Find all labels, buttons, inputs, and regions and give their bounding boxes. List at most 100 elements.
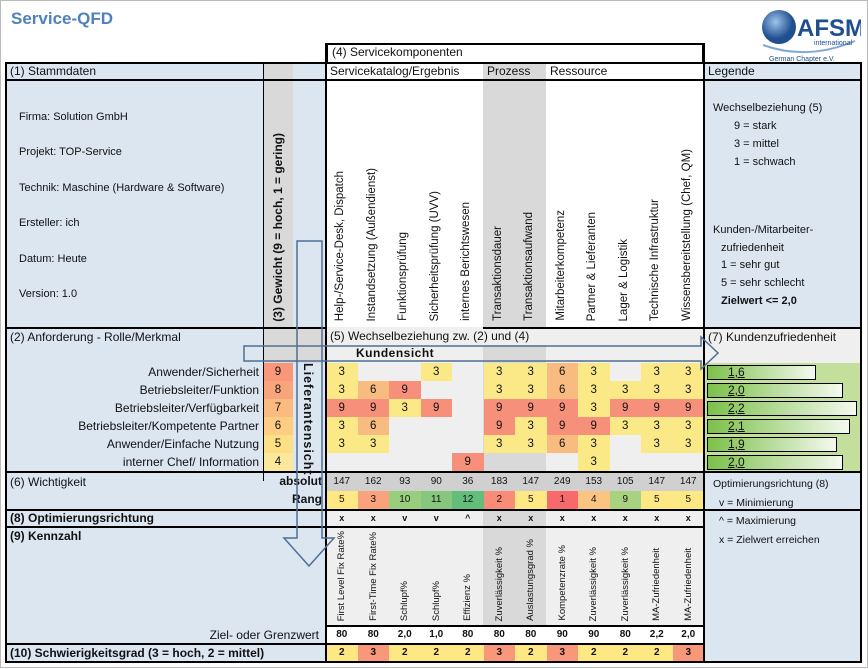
relationship-cell[interactable]: 3 bbox=[609, 381, 641, 399]
optimierung-value[interactable]: x bbox=[559, 513, 565, 523]
relationship-cell[interactable]: 6 bbox=[546, 381, 578, 399]
relationship-cell[interactable]: 3 bbox=[672, 417, 704, 435]
relationship-cell[interactable]: 6 bbox=[357, 417, 389, 435]
relationship-cell[interactable]: 9 bbox=[357, 399, 389, 417]
zielwert-value[interactable]: 90 bbox=[546, 627, 578, 643]
relationship-cell[interactable]: 3 bbox=[483, 435, 515, 453]
relationship-cell[interactable]: 3 bbox=[389, 399, 421, 417]
zielwert-value[interactable]: 1,0 bbox=[420, 627, 452, 643]
relationship-cell[interactable]: 3 bbox=[326, 363, 358, 381]
relationship-cell[interactable]: 9 bbox=[578, 417, 610, 435]
relationship-cell[interactable]: 3 bbox=[326, 381, 358, 399]
zielwert-value[interactable]: 80 bbox=[357, 627, 389, 643]
zielwert-value[interactable]: 80 bbox=[326, 627, 358, 643]
relationship-cell[interactable]: 3 bbox=[672, 363, 704, 381]
datum: Datum: Heute bbox=[19, 252, 87, 265]
schwierigkeit-value[interactable]: 2 bbox=[515, 645, 547, 661]
schwierigkeit-value[interactable]: 2 bbox=[326, 645, 358, 661]
schwierigkeit-value[interactable]: 2 bbox=[452, 645, 484, 661]
schwierigkeit-value[interactable]: 3 bbox=[483, 645, 515, 661]
relationship-cell[interactable]: 3 bbox=[641, 381, 673, 399]
relationship-cell[interactable]: 3 bbox=[578, 399, 610, 417]
relationship-cell[interactable]: 6 bbox=[546, 435, 578, 453]
relationship-cell[interactable]: 3 bbox=[578, 363, 610, 381]
zielwert-value[interactable]: 80 bbox=[515, 627, 547, 643]
requirement-label: Betriebsleiter/Verfügbarkeit bbox=[114, 401, 259, 415]
optimierung-value[interactable]: x bbox=[528, 513, 534, 523]
zielwert-value[interactable]: 80 bbox=[609, 627, 641, 643]
weight-cell[interactable]: 9 bbox=[263, 363, 293, 381]
relationship-cell[interactable]: 3 bbox=[641, 417, 673, 435]
weight-cell[interactable]: 7 bbox=[263, 399, 293, 417]
relationship-cell[interactable]: 3 bbox=[357, 435, 389, 453]
weight-cell[interactable]: 8 bbox=[263, 381, 293, 399]
optimierung-value[interactable]: x bbox=[591, 513, 597, 523]
relationship-cell[interactable]: 9 bbox=[672, 399, 704, 417]
schwierigkeit-value[interactable]: 3 bbox=[546, 645, 578, 661]
relationship-cell[interactable]: 3 bbox=[672, 381, 704, 399]
zielwert-value[interactable]: 80 bbox=[452, 627, 484, 643]
zielwert-value[interactable]: 90 bbox=[578, 627, 610, 643]
schwierigkeit-value[interactable]: 2 bbox=[389, 645, 421, 661]
schwierigkeit-value[interactable]: 2 bbox=[609, 645, 641, 661]
globe-icon: AFSM international German Chapter e.V. bbox=[762, 10, 865, 63]
satisfaction-bar: 2,1 bbox=[707, 419, 850, 434]
optimierung-value[interactable]: v bbox=[433, 513, 439, 523]
relationship-cell[interactable]: 3 bbox=[515, 381, 547, 399]
schwierigkeit-value[interactable]: 2 bbox=[420, 645, 452, 661]
weight-cell[interactable]: 6 bbox=[263, 417, 293, 435]
weight-cell[interactable]: 5 bbox=[263, 435, 293, 453]
relationship-cell[interactable]: 3 bbox=[609, 417, 641, 435]
relationship-cell[interactable]: 3 bbox=[483, 381, 515, 399]
relationship-cell[interactable]: 3 bbox=[641, 435, 673, 453]
relationship-cell[interactable]: 3 bbox=[578, 381, 610, 399]
optimierung-value[interactable]: x bbox=[370, 513, 376, 523]
relationship-cell[interactable]: 6 bbox=[357, 381, 389, 399]
relationship-cell[interactable]: 3 bbox=[515, 417, 547, 435]
schwierigkeit-value[interactable]: 2 bbox=[578, 645, 610, 661]
optimierung-value[interactable]: v bbox=[402, 513, 408, 523]
relationship-cell[interactable]: 9 bbox=[326, 399, 358, 417]
absolut-value: 105 bbox=[609, 473, 641, 491]
optimierung-value[interactable]: x bbox=[622, 513, 628, 523]
relationship-cell[interactable]: 3 bbox=[326, 417, 358, 435]
optimierung-value[interactable]: x bbox=[496, 513, 502, 523]
relationship-cell[interactable]: 9 bbox=[452, 453, 484, 471]
weight-cell[interactable]: 4 bbox=[263, 453, 293, 471]
relationship-cell[interactable]: 3 bbox=[420, 363, 452, 381]
rang-value: 5 bbox=[672, 491, 704, 509]
relationship-cell[interactable]: 9 bbox=[641, 399, 673, 417]
schwierigkeit-value[interactable]: 2 bbox=[641, 645, 673, 661]
relationship-cell[interactable]: 3 bbox=[672, 435, 704, 453]
optimierung-value[interactable]: x bbox=[654, 513, 660, 523]
relationship-cell[interactable]: 9 bbox=[483, 417, 515, 435]
schwierigkeit-value[interactable]: 3 bbox=[357, 645, 389, 661]
section-schwierigkeitsgrad: (10) Schwierigkeitsgrad (3 = hoch, 2 = m… bbox=[10, 646, 265, 660]
relationship-cell[interactable]: 3 bbox=[326, 435, 358, 453]
schwierigkeit-value[interactable]: 3 bbox=[672, 645, 704, 661]
relationship-cell[interactable]: 9 bbox=[483, 399, 515, 417]
optimierung-value[interactable]: ^ bbox=[465, 513, 471, 523]
section-kennzahl: (9) Kennzahl bbox=[10, 529, 82, 543]
relationship-cell[interactable]: 3 bbox=[515, 363, 547, 381]
relationship-cell[interactable]: 3 bbox=[515, 435, 547, 453]
relationship-cell[interactable]: 3 bbox=[641, 363, 673, 381]
optimierung-value[interactable]: x bbox=[685, 513, 691, 523]
optimierung-value[interactable]: x bbox=[339, 513, 345, 523]
relationship-cell[interactable]: 9 bbox=[546, 399, 578, 417]
zielwert-value[interactable]: 80 bbox=[483, 627, 515, 643]
relationship-cell[interactable]: 9 bbox=[515, 399, 547, 417]
relationship-cell[interactable]: 3 bbox=[578, 435, 610, 453]
relationship-cell[interactable]: 3 bbox=[578, 453, 610, 471]
relationship-cell[interactable]: 9 bbox=[420, 399, 452, 417]
logo-text: AFSM bbox=[797, 15, 861, 42]
relationship-cell[interactable]: 6 bbox=[546, 363, 578, 381]
relationship-cell[interactable]: 3 bbox=[483, 363, 515, 381]
zielwert-value[interactable]: 2,2 bbox=[641, 627, 673, 643]
relationship-cell[interactable]: 9 bbox=[609, 399, 641, 417]
zielwert-value[interactable]: 2,0 bbox=[672, 627, 704, 643]
relationship-cell[interactable]: 9 bbox=[546, 417, 578, 435]
relationship-cell[interactable]: 9 bbox=[389, 381, 421, 399]
zielwert-value[interactable]: 2,0 bbox=[389, 627, 421, 643]
